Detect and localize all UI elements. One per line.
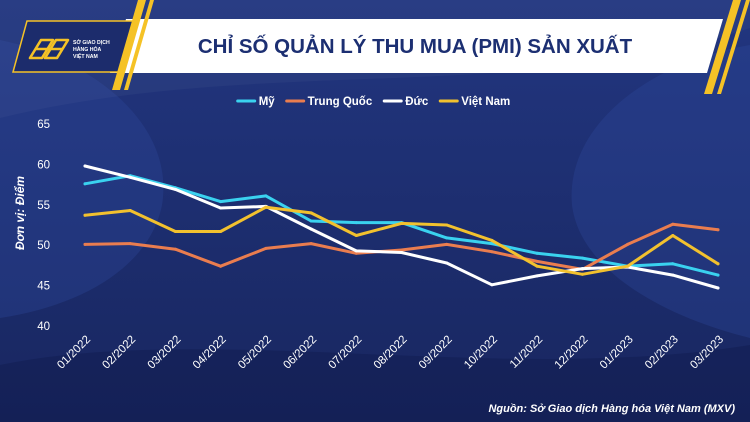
background-wave-left (0, 40, 164, 318)
logo: SỞ GIAO DỊCH HÀNG HÓA VIỆT NAM (12, 20, 134, 73)
data-point-viet-nam (128, 209, 132, 212)
accent-stripe (112, 0, 146, 90)
data-point-trung-quoc (671, 222, 675, 226)
y-tick-label: 55 (37, 200, 50, 212)
data-point-duc (309, 227, 313, 231)
y-tick-label: 45 (37, 281, 50, 293)
data-point-duc (354, 249, 358, 253)
data-point-trung-quoc (219, 264, 223, 268)
legend: Mỹ Trung Quốc Đức Việt Nam (236, 96, 510, 108)
accent-stripe (704, 0, 741, 94)
data-point-viet-nam (400, 221, 403, 225)
data-point-duc (671, 273, 675, 277)
data-point-duc (445, 261, 449, 265)
data-point-viet-nam (173, 230, 177, 233)
data-point-viet-nam (309, 211, 313, 215)
y-tick-label: 50 (37, 240, 50, 252)
data-point-viet-nam (716, 262, 720, 266)
data-point-duc (400, 251, 403, 254)
data-point-duc (490, 283, 494, 287)
header: SỞ GIAO DỊCH HÀNG HÓA VIỆT NAM CHỈ SỐ QU… (12, 0, 750, 94)
data-point-trung-quoc (83, 242, 87, 246)
accent-stripe (717, 0, 750, 94)
title-banner (110, 19, 723, 73)
mxv-logo-icon (28, 38, 70, 60)
data-point-viet-nam (264, 205, 268, 209)
logo-icon-part (28, 38, 55, 60)
data-point-trung-quoc (490, 250, 494, 254)
legend-label: Mỹ (259, 96, 276, 108)
data-point-my (309, 219, 313, 223)
data-point-my (671, 262, 675, 266)
data-point-trung-quoc (173, 247, 177, 251)
data-point-viet-nam (219, 230, 223, 233)
series-viet-nam (83, 205, 720, 276)
data-point-my (445, 236, 449, 240)
data-point-duc (535, 274, 539, 278)
logo-text-line: VIỆT NAM (73, 52, 98, 60)
data-point-my (83, 182, 87, 186)
data-point-my (490, 242, 494, 246)
data-point-trung-quoc (445, 242, 449, 246)
data-point-viet-nam (671, 234, 675, 237)
y-tick-label: 65 (37, 119, 50, 131)
data-point-duc (128, 175, 132, 179)
data-point-duc (716, 286, 720, 290)
legend-label: Trung Quốc (308, 96, 373, 108)
data-point-my (264, 194, 268, 198)
legend-item-my: Mỹ (236, 96, 276, 108)
data-point-viet-nam (626, 264, 630, 268)
data-point-trung-quoc (354, 251, 358, 255)
series-trung-quoc (83, 222, 720, 271)
data-point-trung-quoc (400, 248, 403, 252)
data-point-viet-nam (490, 238, 494, 242)
logo-text-line: HÀNG HÓA (73, 45, 101, 53)
accent-stripe (124, 0, 154, 90)
data-point-trung-quoc (309, 242, 313, 246)
data-point-trung-quoc (716, 228, 720, 232)
legend-item-trung-quoc: Trung Quốc (285, 96, 373, 108)
logo-icon-part (43, 38, 70, 60)
data-point-duc (580, 267, 584, 271)
logo-text-line: SỞ GIAO DỊCH (73, 39, 110, 46)
data-point-viet-nam (354, 234, 358, 237)
y-tick-label: 40 (37, 321, 50, 333)
data-point-duc (219, 206, 223, 210)
data-point-trung-quoc (535, 259, 539, 263)
y-axis: 40 45 50 55 60 65 (37, 119, 50, 333)
data-point-trung-quoc (264, 246, 268, 250)
y-axis-label: Đơn vị: Điểm (13, 176, 27, 250)
data-point-my (354, 221, 358, 225)
legend-label: Đức (405, 96, 429, 108)
chart-title: CHỈ SỐ QUẢN LÝ THU MUA (PMI) SẢN XUẤT (198, 34, 633, 58)
legend-item-duc: Đức (382, 96, 429, 108)
data-point-trung-quoc (626, 242, 630, 246)
data-point-duc (83, 164, 87, 168)
data-point-viet-nam (535, 264, 539, 268)
legend-item-viet-nam: Việt Nam (438, 96, 510, 108)
background-wave-bottom (0, 345, 750, 422)
data-point-viet-nam (580, 272, 584, 276)
data-point-viet-nam (445, 223, 449, 227)
data-point-my (535, 251, 539, 255)
data-point-duc (173, 187, 177, 191)
data-point-viet-nam (83, 213, 87, 217)
data-point-my (580, 256, 584, 260)
source-note: Nguồn: Sở Giao dịch Hàng hóa Việt Nam (M… (488, 403, 735, 415)
accent-stripes (112, 0, 750, 94)
data-point-trung-quoc (128, 242, 132, 246)
data-point-my (716, 273, 720, 277)
data-point-my (219, 200, 223, 204)
legend-label: Việt Nam (461, 96, 510, 108)
y-tick-label: 60 (37, 159, 50, 171)
plot-area (83, 164, 720, 290)
